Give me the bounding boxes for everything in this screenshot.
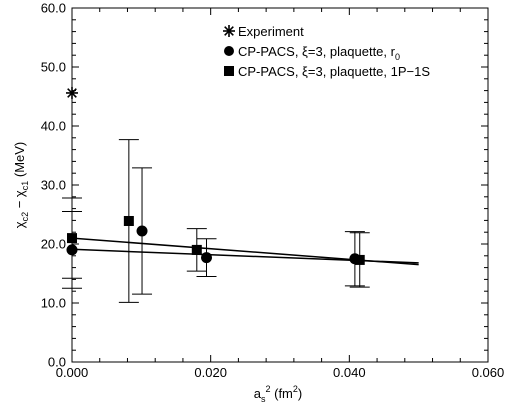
y-axis-title: χc2 − χc1 (MeV) bbox=[12, 142, 30, 229]
x-axis-title-sub: s bbox=[261, 394, 266, 404]
y-axis-title-p1: χ bbox=[12, 221, 27, 228]
y-tick-label: 60.0 bbox=[41, 1, 66, 16]
x-axis-title-close: ) bbox=[298, 386, 302, 401]
y-axis-title-s2: c1 bbox=[20, 181, 30, 191]
data-point-square bbox=[67, 233, 77, 244]
legend-label-r0-sub: 0 bbox=[395, 52, 400, 62]
y-tick-label: 0.0 bbox=[48, 355, 66, 370]
legend-label-experiment: Experiment bbox=[238, 24, 304, 39]
x-tick-label: 0.060 bbox=[472, 365, 505, 380]
x-axis-title: as2 (fm2) bbox=[254, 384, 303, 404]
x-tick-label: 0.020 bbox=[194, 365, 227, 380]
data-point-circle bbox=[66, 244, 78, 256]
x-axis-title-base: a bbox=[254, 386, 262, 401]
x-axis-title-sup: 2 bbox=[265, 384, 270, 394]
y-axis-title-s1: c2 bbox=[20, 212, 30, 222]
legend-label-r0: CP-PACS, ξ=3, plaquette, r0 bbox=[238, 44, 400, 62]
data-point-circle bbox=[136, 225, 148, 237]
data-point-square bbox=[123, 215, 134, 226]
data-point-star bbox=[66, 86, 78, 99]
data-point-circle bbox=[201, 252, 213, 264]
x-tick-label: 0.040 bbox=[333, 365, 366, 380]
x-axis-title-rest-sup: 2 bbox=[293, 384, 298, 394]
legend: Experiment CP-PACS, ξ=3, plaquette, r0 C… bbox=[223, 24, 430, 79]
y-tick-label: 40.0 bbox=[41, 119, 66, 134]
y-tick-label: 20.0 bbox=[41, 237, 66, 252]
data-point-square bbox=[354, 254, 365, 265]
legend-label-1p1s: CP-PACS, ξ=3, plaquette, 1P−1S bbox=[238, 64, 430, 79]
legend-star-icon bbox=[223, 25, 235, 37]
star-stroke bbox=[67, 88, 77, 98]
legend-square-icon bbox=[224, 66, 234, 76]
y-axis-title-mid: − χ bbox=[12, 190, 27, 212]
y-tick-label: 10.0 bbox=[41, 296, 66, 311]
y-tick-label: 50.0 bbox=[41, 60, 66, 75]
y-axis-title-end: (MeV) bbox=[12, 142, 27, 181]
legend-label-r0-main: CP-PACS, ξ=3, plaquette, r bbox=[238, 44, 396, 59]
legend-circle-icon bbox=[224, 46, 234, 56]
y-tick-label: 30.0 bbox=[41, 178, 66, 193]
x-axis-title-rest: (fm bbox=[271, 386, 293, 401]
x-tick-label: 0.000 bbox=[56, 365, 89, 380]
data-point-square bbox=[191, 244, 202, 255]
plot-frame bbox=[71, 7, 489, 363]
